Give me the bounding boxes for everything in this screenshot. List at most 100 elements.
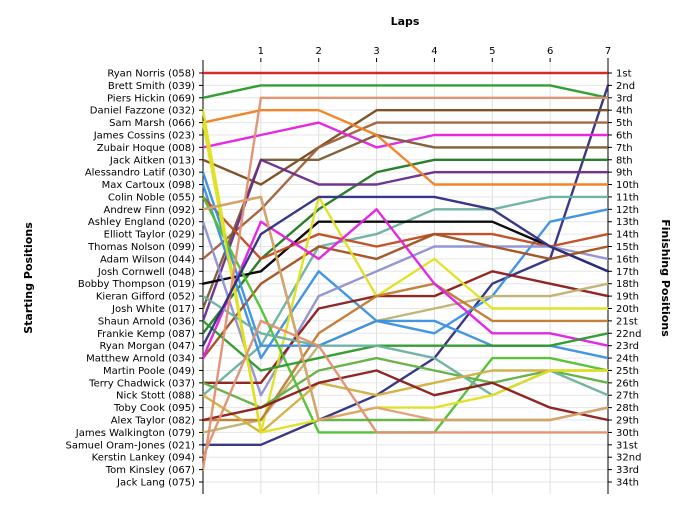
starting-position-label: Brett Smith (039) [108,81,195,92]
series-line-20 [201,282,610,422]
starting-position-label: Piers Hickin (069) [107,93,195,104]
finishing-position-label: 14th [616,230,639,241]
x-tick-label: 3 [373,46,379,57]
starting-position-label: Ryan Norris (058) [107,69,195,80]
starting-position-label: Andrew Finn (092) [104,205,196,216]
starting-position-label: Ashley England (020) [88,217,195,228]
finishing-position-label: 6th [616,130,633,141]
x-tick-label: 2 [316,46,322,57]
x-tick-label: 4 [431,46,437,57]
starting-position-label: Martin Poole (049) [103,366,195,377]
starting-position-label: Frankie Kemp (087) [97,329,195,340]
starting-position-label: Ryan Morgan (047) [99,341,195,352]
series-line-7 [201,133,610,310]
starting-position-label: Sam Marsh (066) [109,118,195,129]
series-line-2 [201,84,610,99]
starting-position-label: Jack Aitken (013) [109,155,195,166]
finishing-position-label: 33rd [616,465,639,476]
starting-position-label: Tom Kinsley (067) [105,465,195,476]
starting-position-label: Max Cartoux (098) [102,180,196,191]
starting-position-labels: Ryan Norris (058)Brett Smith (039)Piers … [65,69,203,489]
right-axis-label: Finishing Positions [659,219,672,337]
finishing-position-label: 12th [616,205,639,216]
finishing-position-label: 7th [616,143,633,154]
finishing-position-label: 26th [616,378,639,389]
starting-position-label: Samuel Oram-Jones (021) [65,440,195,451]
finishing-position-label: 2nd [616,81,635,92]
finishing-position-label: 17th [616,267,639,278]
finishing-position-label: 34th [616,478,639,489]
starting-position-label: Kieran Gifford (052) [96,292,195,303]
series-line-17 [201,270,610,384]
series-line-15 [201,220,610,397]
starting-position-label: Elliott Taylor (029) [104,230,195,241]
starting-position-label: Daniel Fazzone (032) [90,106,195,117]
finishing-position-label: 16th [616,254,639,265]
finishing-position-label: 3rd [616,93,633,104]
finishing-position-label: 29th [616,416,639,427]
starting-position-label: Alex Taylor (082) [111,416,195,427]
series-line-19 [201,109,610,434]
series-line-34 [201,195,610,347]
starting-position-label: James Cossins (023) [93,130,195,141]
finishing-position-label: 27th [616,391,639,402]
starting-position-label: Josh White (017) [111,304,195,315]
finishing-position-label: 4th [616,106,633,117]
starting-position-label: Zubair Hoque (008) [97,143,195,154]
series-line-14 [201,195,610,261]
series-line-27 [201,369,610,434]
finishing-position-label: 30th [616,428,639,439]
finishing-position-label: 8th [616,155,633,166]
finishing-position-labels: 1st2nd3rd4th5th6th7th8th9th10th11th12th1… [608,69,641,489]
finishing-position-label: 1st [616,69,632,80]
finishing-position-label: 13th [616,217,639,228]
series-line-24 [201,319,610,372]
chart-title: Laps [391,15,420,28]
series-line-29 [201,369,610,422]
finishing-position-label: 9th [616,168,633,179]
series-line-10 [201,109,610,186]
finishing-position-label: 32nd [616,453,641,464]
x-tick-label: 6 [547,46,553,57]
finishing-position-label: 28th [616,403,639,414]
starting-position-label: Nick Stott (088) [116,391,195,402]
finishing-position-label: 24th [616,354,639,365]
starting-position-label: Josh Cornwell (048) [97,267,195,278]
starting-position-label: Terry Chadwick (037) [88,378,195,389]
finishing-position-label: 10th [616,180,639,191]
finishing-position-label: 21st [616,316,638,327]
finishing-position-label: 19th [616,292,639,303]
starting-position-label: Adam Wilson (044) [100,254,195,265]
finishing-position-label: 20th [616,304,639,315]
finishing-position-label: 11th [616,192,639,203]
x-tick-label: 5 [489,46,495,57]
x-tick-label: 1 [258,46,264,57]
starting-position-label: Kerstin Lankey (094) [92,453,195,464]
finishing-position-label: 23rd [616,341,639,352]
starting-position-label: Thomas Nolson (099) [87,242,195,253]
series-line-33 [201,195,610,422]
series-line-8 [201,158,610,335]
starting-position-label: James Walkington (079) [75,428,195,439]
left-axis-label: Starting Positions [22,222,35,334]
series-line-9 [201,158,610,323]
finishing-position-label: 15th [616,242,639,253]
starting-position-label: Matthew Arnold (034) [86,354,195,365]
finishing-position-label: 31st [616,440,638,451]
series-line-25 [201,356,610,409]
starting-position-label: Alessandro Latif (030) [85,168,195,179]
x-tick-label: 7 [605,46,611,57]
starting-position-label: Jack Lang (075) [116,478,195,489]
series-line-22 [201,171,610,360]
finishing-position-label: 22nd [616,329,641,340]
finishing-position-label: 25th [616,366,639,377]
finishing-position-label: 5th [616,118,633,129]
series-line-12 [201,183,610,360]
series-line-30 [201,319,610,459]
starting-position-label: Colin Noble (055) [108,192,195,203]
starting-position-label: Shaun Arnold (036) [98,316,195,327]
finishing-position-label: 18th [616,279,639,290]
series-line-3 [201,84,610,446]
series-line-13 [201,220,610,285]
